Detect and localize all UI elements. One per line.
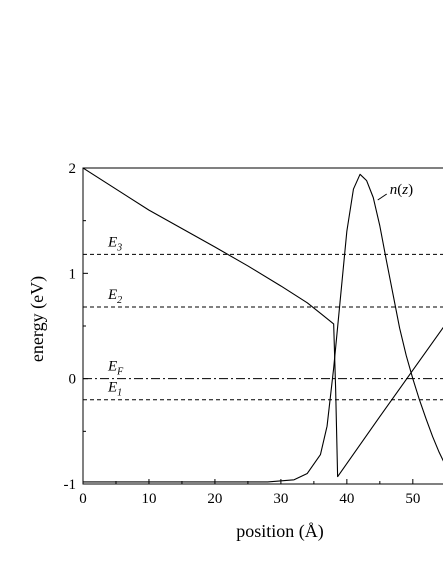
x-tick-label: 50 [405,491,420,507]
x-axis-label: position (Å) [236,521,324,542]
y-tick-label: 1 [69,266,77,282]
energy-level-label: E3 [107,234,122,253]
x-tick-label: 10 [141,491,156,507]
energy-levels [83,253,443,401]
y-tick-label: -1 [64,477,77,493]
y-tick-label: 0 [69,372,77,388]
energy-level-label: E2 [107,287,122,306]
energy-level-subscript: 1 [117,388,122,399]
annotation-label: n(z) [390,182,413,198]
y-axis: -1 0 1 2 [64,161,88,493]
series-line [83,173,443,483]
x-tick-label: 20 [207,491,222,507]
annotations: n(z) [377,182,413,201]
x-tick-label: 30 [273,491,288,507]
y-axis-label: energy (eV) [27,276,48,362]
energy-level-label: E1 [107,380,122,399]
energy-level-labels: E3 E2 EF E1 [107,234,124,398]
x-tick-label: 40 [339,491,354,507]
plot-frame [82,167,443,485]
y-tick-label: 2 [69,161,77,177]
energy-level-label: EF [107,359,124,378]
x-tick-label: 0 [79,491,87,507]
energy-level-subscript: 3 [116,242,122,253]
energy-level-subscript: 2 [117,295,122,306]
energy-level-subscript: F [116,367,124,378]
x-axis: 0 10 20 30 40 50 [79,479,420,507]
series-line [83,168,443,478]
series-layer [83,168,443,483]
annotation-pointer [377,193,388,201]
